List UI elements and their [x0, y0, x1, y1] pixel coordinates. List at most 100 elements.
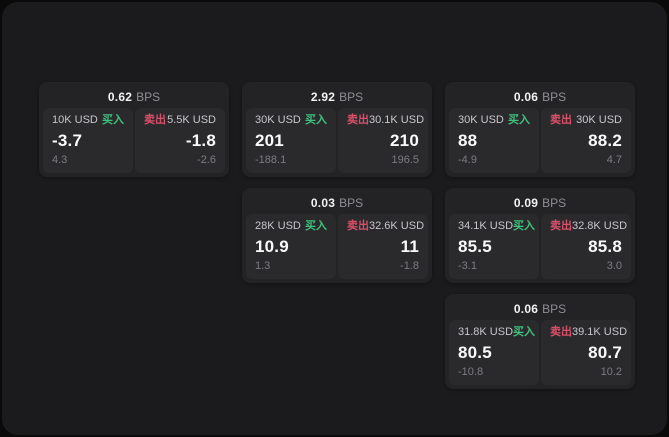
card-body: 31.8K USD 买入 80.5 -10.8 卖出 39.1K USD 80.… [449, 320, 631, 385]
buy-delta: -4.9 [458, 154, 477, 166]
bps-unit: BPS [339, 196, 364, 210]
sell-delta: 196.5 [391, 154, 419, 166]
buy-delta: 4.3 [52, 154, 68, 166]
buy-amount: 28K USD [255, 220, 301, 232]
sell-tile[interactable]: 卖出 39.1K USD 80.7 10.2 [541, 320, 631, 385]
sell-tile[interactable]: 卖出 30.1K USD 210 196.5 [338, 108, 428, 173]
card-header: 0.06 BPS [449, 86, 631, 108]
quote-card-4: 0.03 BPS 28K USD 买入 10.9 1.3 卖出 32.6K US… [242, 188, 432, 283]
sell-price: -1.8 [185, 131, 216, 150]
sell-delta: 4.7 [606, 154, 622, 166]
card-header: 0.62 BPS [43, 86, 225, 108]
bps-unit: BPS [136, 90, 161, 104]
bps-unit: BPS [542, 302, 567, 316]
sell-tile[interactable]: 卖出 32.8K USD 85.8 3.0 [541, 214, 631, 279]
buy-label: 买入 [305, 114, 327, 126]
buy-delta: 1.3 [255, 260, 271, 272]
quote-card-5: 0.09 BPS 34.1K USD 买入 85.5 -3.1 卖出 32.8K… [445, 188, 635, 283]
buy-tile-top: 31.8K USD 买入 [458, 326, 535, 339]
buy-price: 85.5 [458, 237, 492, 256]
card-header: 0.03 BPS [246, 192, 428, 214]
sell-tile[interactable]: 卖出 30K USD 88.2 4.7 [541, 108, 631, 173]
buy-delta: -188.1 [255, 154, 287, 166]
buy-amount: 34.1K USD [458, 220, 514, 232]
sell-price: 210 [390, 131, 419, 150]
sell-label: 卖出 [550, 220, 572, 232]
buy-tile-top: 10K USD 买入 [52, 114, 124, 127]
card-body: 30K USD 买入 88 -4.9 卖出 30K USD 88.2 4.7 [449, 108, 631, 173]
buy-amount: 10K USD [52, 114, 98, 126]
card-body: 10K USD 买入 -3.7 4.3 卖出 5.5K USD -1.8 -2.… [43, 108, 225, 173]
sell-label: 卖出 [550, 326, 572, 338]
sell-price: 88.2 [588, 131, 622, 150]
sell-label: 卖出 [347, 220, 369, 232]
quote-card-1: 0.62 BPS 10K USD 买入 -3.7 4.3 卖出 5.5K USD [39, 82, 229, 177]
buy-delta: -10.8 [458, 366, 484, 378]
quote-cards-grid: 0.62 BPS 10K USD 买入 -3.7 4.3 卖出 5.5K USD [39, 82, 635, 389]
buy-label: 买入 [513, 326, 536, 338]
buy-price: 10.9 [255, 237, 289, 256]
buy-label: 买入 [513, 220, 536, 232]
buy-amount: 31.8K USD [458, 326, 514, 338]
sell-delta: 10.2 [600, 366, 622, 378]
sell-tile-top: 卖出 32.8K USD [550, 220, 627, 233]
buy-tile-top: 30K USD 买入 [458, 114, 530, 127]
buy-tile-top: 30K USD 买入 [255, 114, 327, 127]
sell-amount: 39.1K USD [572, 326, 628, 338]
buy-tile[interactable]: 28K USD 买入 10.9 1.3 [246, 214, 336, 279]
sell-label: 卖出 [144, 114, 166, 126]
card-header: 2.92 BPS [246, 86, 428, 108]
sell-price: 11 [400, 237, 419, 256]
sell-delta: 3.0 [606, 260, 622, 272]
sell-label: 卖出 [347, 114, 369, 126]
bps-unit: BPS [542, 90, 567, 104]
buy-label: 买入 [305, 220, 327, 232]
buy-tile-top: 28K USD 买入 [255, 220, 327, 233]
quote-card-2: 2.92 BPS 30K USD 买入 201 -188.1 卖出 30.1K … [242, 82, 432, 177]
bps-unit: BPS [542, 196, 567, 210]
sell-amount: 32.6K USD [369, 220, 425, 232]
sell-price: 80.7 [588, 343, 622, 362]
buy-delta: -3.1 [458, 260, 477, 272]
sell-amount: 30.1K USD [369, 114, 425, 126]
buy-tile[interactable]: 10K USD 买入 -3.7 4.3 [43, 108, 133, 173]
sell-tile-top: 卖出 5.5K USD [144, 114, 216, 127]
bps-value: 0.03 [310, 196, 336, 210]
sell-delta: -2.6 [197, 154, 216, 166]
sell-amount: 5.5K USD [167, 114, 216, 126]
card-header: 0.09 BPS [449, 192, 631, 214]
buy-tile[interactable]: 30K USD 买入 201 -188.1 [246, 108, 336, 173]
sell-price: 85.8 [588, 237, 622, 256]
sell-delta: -1.8 [400, 260, 419, 272]
buy-tile-top: 34.1K USD 买入 [458, 220, 535, 233]
sell-amount: 30K USD [576, 114, 622, 126]
buy-price: 88 [458, 131, 478, 150]
buy-price: -3.7 [52, 131, 83, 150]
buy-price: 201 [255, 131, 284, 150]
sell-tile-top: 卖出 30.1K USD [347, 114, 424, 127]
sell-tile-top: 卖出 30K USD [550, 114, 622, 127]
buy-tile[interactable]: 31.8K USD 买入 80.5 -10.8 [449, 320, 539, 385]
sell-label: 卖出 [550, 114, 572, 126]
card-body: 34.1K USD 买入 85.5 -3.1 卖出 32.8K USD 85.8… [449, 214, 631, 279]
bps-value: 2.92 [310, 90, 336, 104]
buy-amount: 30K USD [458, 114, 504, 126]
card-header: 0.06 BPS [449, 298, 631, 320]
buy-price: 80.5 [458, 343, 492, 362]
buy-tile[interactable]: 34.1K USD 买入 85.5 -3.1 [449, 214, 539, 279]
quote-card-3: 0.06 BPS 30K USD 买入 88 -4.9 卖出 30K USD [445, 82, 635, 177]
buy-label: 买入 [508, 114, 530, 126]
sell-amount: 32.8K USD [572, 220, 628, 232]
sell-tile-top: 卖出 32.6K USD [347, 220, 424, 233]
bps-value: 0.62 [107, 90, 133, 104]
bps-value: 0.09 [513, 196, 539, 210]
quote-card-6: 0.06 BPS 31.8K USD 买入 80.5 -10.8 卖出 39.1… [445, 294, 635, 389]
card-body: 28K USD 买入 10.9 1.3 卖出 32.6K USD 11 -1.8 [246, 214, 428, 279]
buy-tile[interactable]: 30K USD 买入 88 -4.9 [449, 108, 539, 173]
bps-value: 0.06 [513, 302, 539, 316]
sell-tile[interactable]: 卖出 32.6K USD 11 -1.8 [338, 214, 428, 279]
sell-tile[interactable]: 卖出 5.5K USD -1.8 -2.6 [135, 108, 225, 173]
buy-amount: 30K USD [255, 114, 301, 126]
bps-value: 0.06 [513, 90, 539, 104]
